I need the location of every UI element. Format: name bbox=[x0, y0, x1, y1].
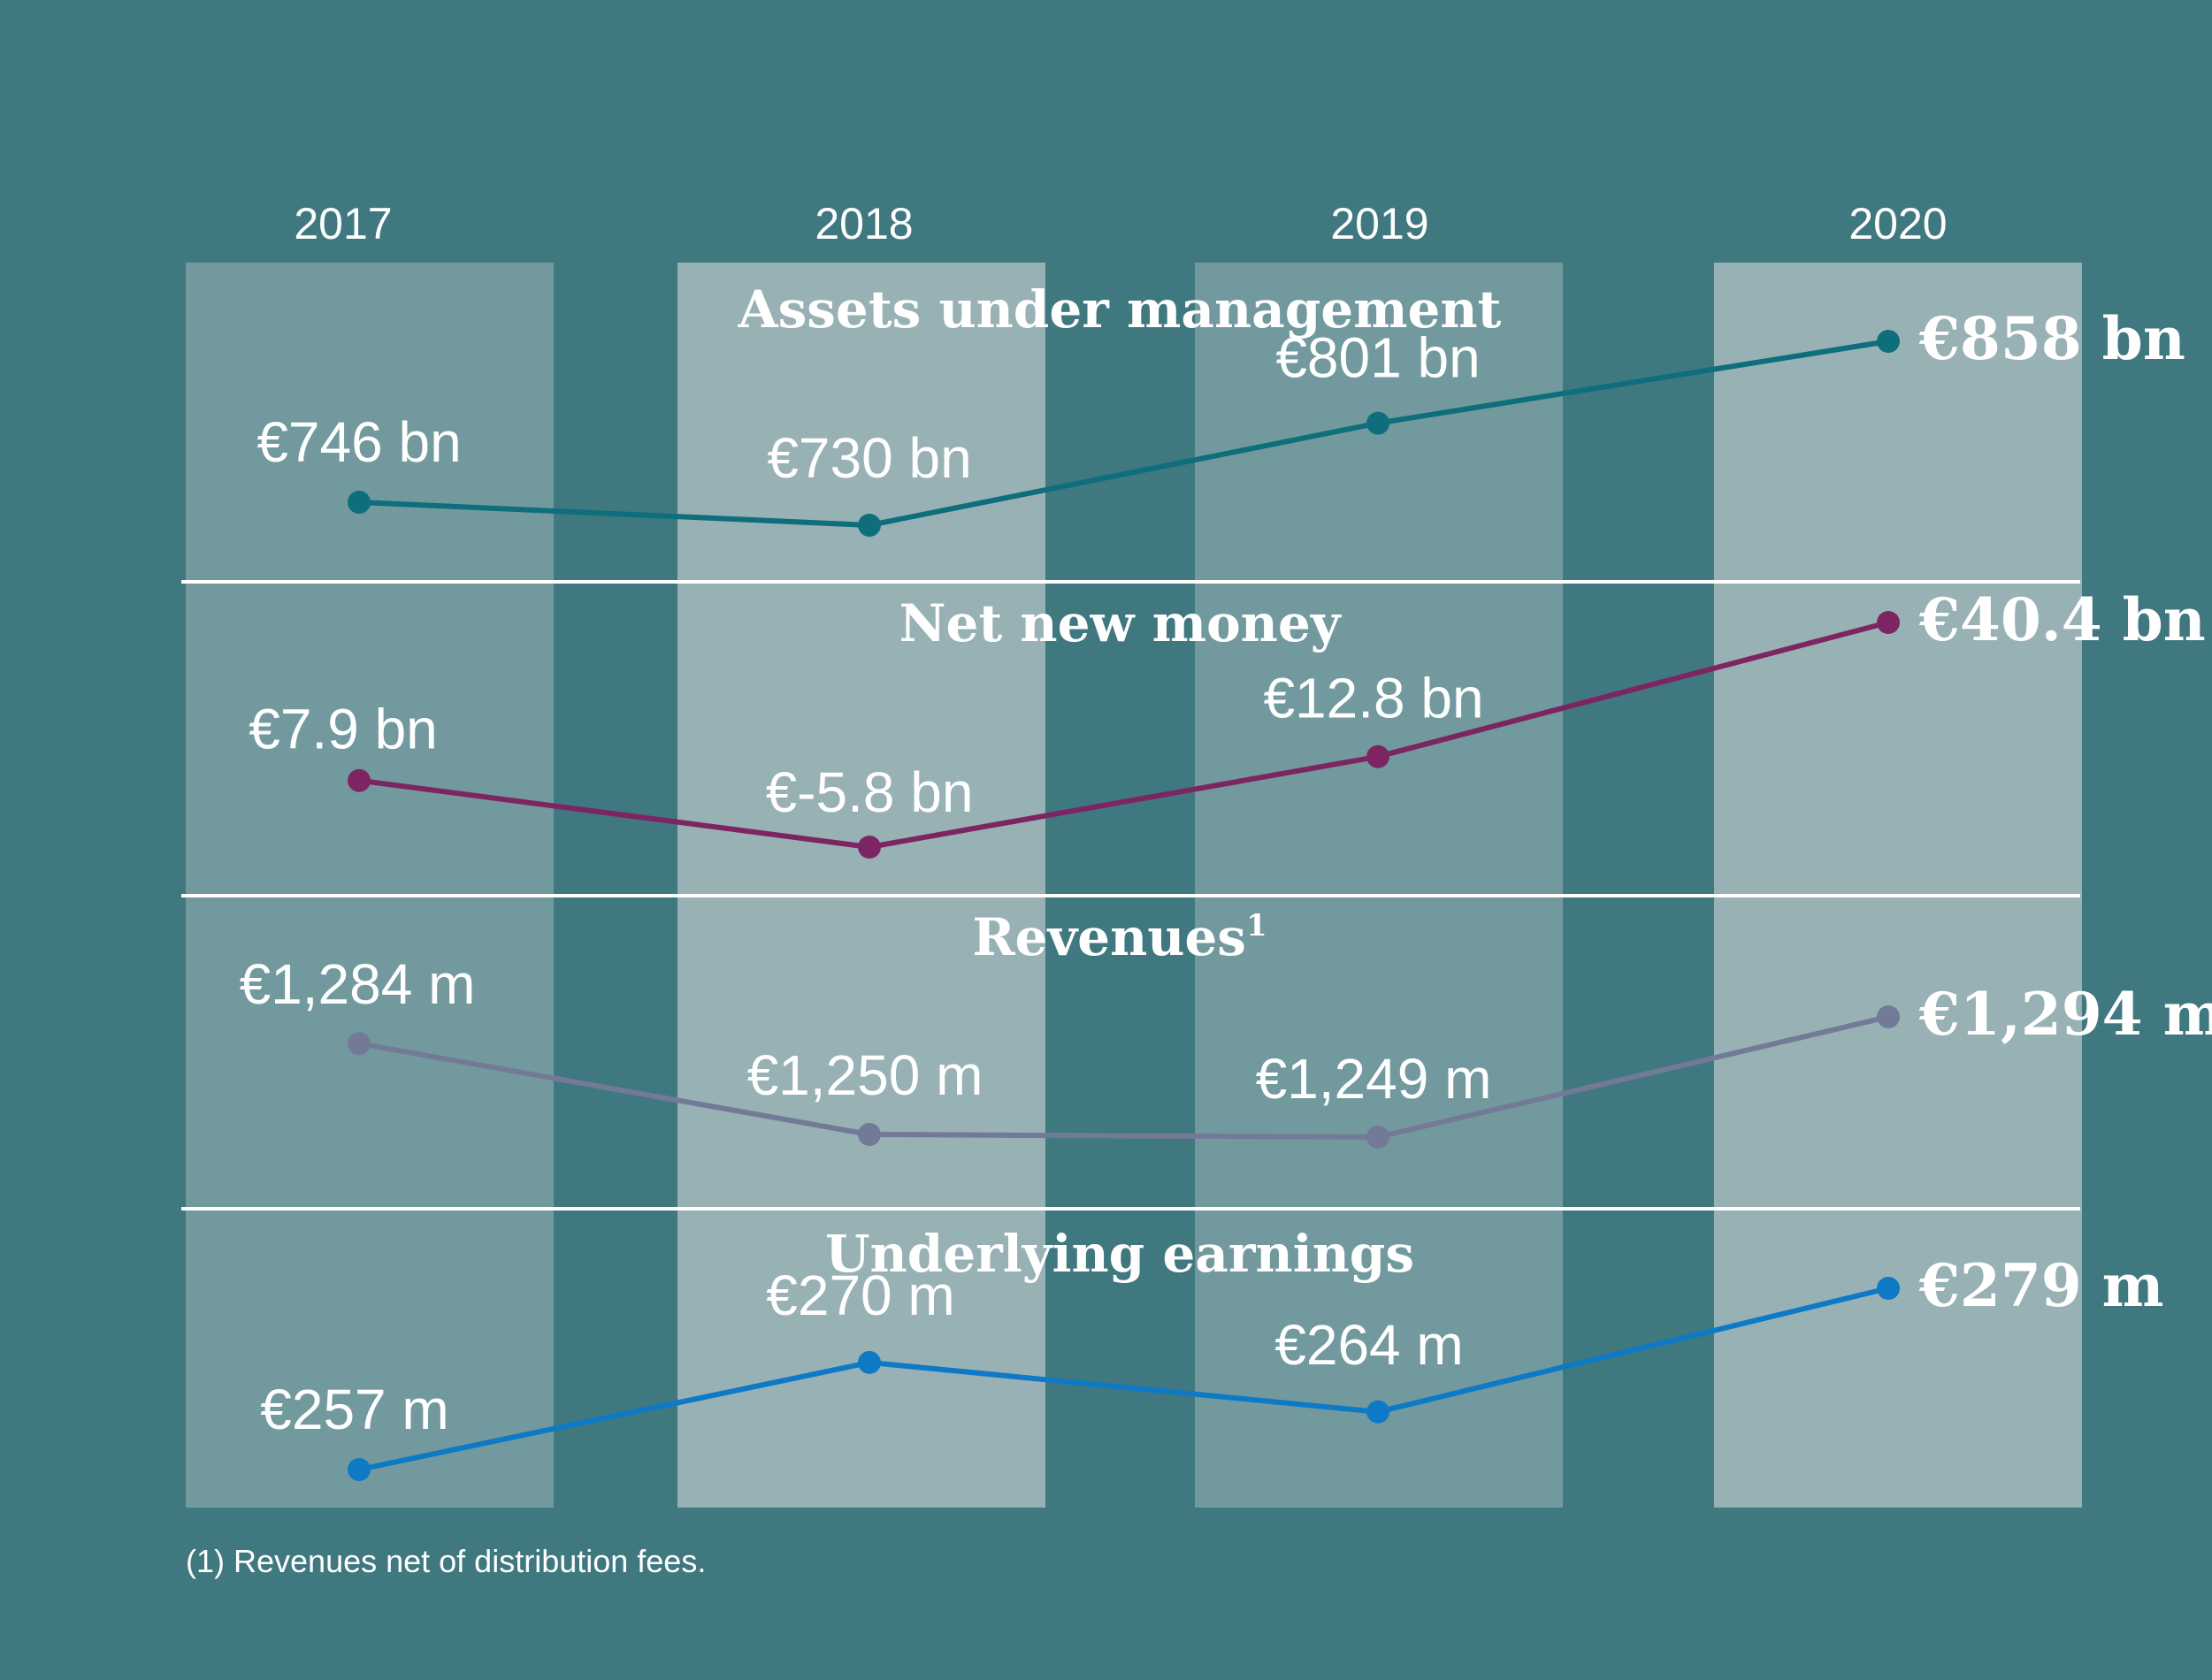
series-line bbox=[356, 620, 1891, 850]
year-column-2020 bbox=[1714, 263, 2082, 1508]
panel-title: Assets under management bbox=[738, 279, 1502, 340]
data-label-2017: €746 bn bbox=[256, 410, 461, 474]
data-label-2018: €1,250 m bbox=[747, 1043, 984, 1107]
data-point-2018 bbox=[858, 1350, 881, 1374]
data-point-2019 bbox=[1366, 745, 1389, 768]
year-column-2019 bbox=[1195, 263, 1563, 1508]
data-point-2018 bbox=[858, 1123, 881, 1146]
data-point-2019 bbox=[1366, 1400, 1389, 1424]
data-label-2017: €1,284 m bbox=[240, 952, 476, 1016]
data-label-2020: €858 bn bbox=[1918, 304, 2185, 373]
data-label-2019: €801 bn bbox=[1275, 326, 1480, 390]
footnote: (1) Revenues net of distribution fees. bbox=[186, 1543, 706, 1579]
data-label-2018: €730 bn bbox=[767, 426, 971, 490]
series-line bbox=[356, 339, 1891, 528]
panel-title: Net new money bbox=[899, 593, 1343, 653]
data-label-2020: €1,294 m bbox=[1918, 980, 2212, 1049]
data-point-2018 bbox=[858, 836, 881, 859]
panel-revenues: Revenues1 €1,284 m €1,250 m €1,249 m €1,294 … bbox=[240, 907, 2212, 1149]
data-label-2019: €12.8 bn bbox=[1263, 667, 1483, 730]
data-point-2017 bbox=[348, 1032, 371, 1056]
panel-title-superscript: 1 bbox=[1246, 908, 1267, 943]
data-point-2020 bbox=[1877, 1277, 1900, 1300]
data-label-2017: €7.9 bn bbox=[249, 698, 438, 761]
panel-dividers bbox=[181, 580, 2080, 1210]
data-label-2017: €257 m bbox=[260, 1378, 448, 1441]
series-line bbox=[356, 1286, 1891, 1472]
panel-title: Revenues1 bbox=[972, 907, 1267, 967]
panel-title: Underlying earnings bbox=[825, 1224, 1414, 1284]
data-point-2019 bbox=[1366, 1126, 1389, 1149]
panel-underlying-earnings: Underlying earnings €257 m €270 m €264 m €27… bbox=[260, 1224, 2164, 1481]
year-column-2018 bbox=[677, 263, 1045, 1508]
data-label-2020: €279 m bbox=[1918, 1251, 2164, 1320]
year-label-2020: 2020 bbox=[1848, 199, 1947, 248]
year-label-2019: 2019 bbox=[1330, 199, 1428, 248]
data-label-2019: €264 m bbox=[1274, 1313, 1463, 1377]
year-label-2018: 2018 bbox=[815, 199, 913, 248]
data-point-2020 bbox=[1877, 611, 1900, 634]
data-point-2019 bbox=[1366, 411, 1389, 435]
panels: Assets under management €746 bn €730 bn €80… bbox=[240, 279, 2212, 1481]
data-point-2018 bbox=[858, 514, 881, 537]
data-label-2018: €270 m bbox=[766, 1264, 954, 1327]
panel-net-new-money: Net new money €7.9 bn €-5.8 bn €12.8 bn €40.… bbox=[249, 585, 2206, 859]
data-label-2020: €40.4 bn bbox=[1918, 585, 2206, 654]
series-line bbox=[356, 1014, 1891, 1140]
panel-assets-under-management: Assets under management €746 bn €730 bn €80… bbox=[256, 279, 2185, 537]
data-point-2017 bbox=[348, 491, 371, 514]
data-label-2019: €1,249 m bbox=[1256, 1047, 1492, 1111]
year-column-2017 bbox=[186, 263, 554, 1508]
data-point-2020 bbox=[1877, 1005, 1900, 1028]
year-columns bbox=[186, 263, 2082, 1508]
data-label-2018: €-5.8 bn bbox=[766, 760, 974, 824]
data-point-2020 bbox=[1877, 330, 1900, 353]
year-label-2017: 2017 bbox=[294, 199, 392, 248]
data-point-2017 bbox=[348, 768, 371, 792]
year-labels: 2017 2018 2019 2020 bbox=[294, 199, 1947, 248]
data-point-2017 bbox=[348, 1458, 371, 1481]
